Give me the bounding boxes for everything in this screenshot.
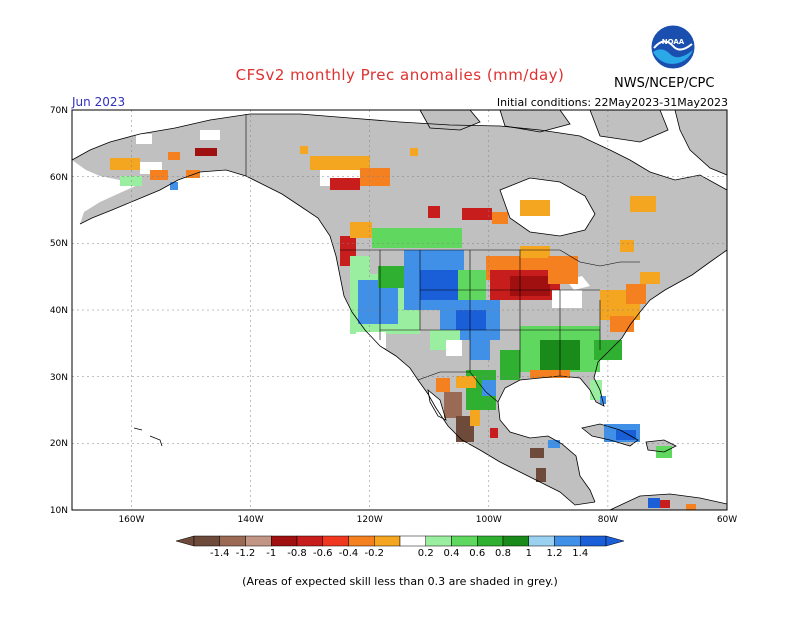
colorbar-tick-label: 1.2 (547, 548, 563, 559)
colorbar-swatch (528, 535, 555, 547)
colorbar (175, 535, 625, 547)
forecast-month: Jun 2023 (72, 95, 126, 109)
colorbar-swatch (451, 535, 478, 547)
lat-label: 30N (50, 373, 68, 383)
colorbar-tick-label: -0.2 (364, 548, 384, 559)
lon-labels: 160W 140W 120W 100W 80W 60W (118, 515, 737, 525)
colorbar-swatch (554, 535, 581, 547)
initial-conditions: Initial conditions: 22May2023-31May2023 (496, 96, 728, 109)
colorbar-tick-label: 0.2 (418, 548, 434, 559)
lon-label: 140W (238, 515, 264, 525)
lat-label: 40N (50, 306, 68, 316)
lon-label: 120W (357, 515, 383, 525)
colorbar-tick-label: -1 (266, 548, 276, 559)
map-title: CFSv2 monthly Prec anomalies (mm/day) (235, 66, 565, 84)
colorbar-swatch (399, 535, 426, 547)
colorbar-swatch (193, 535, 220, 547)
colorbar-tick-label: 0.4 (444, 548, 460, 559)
colorbar-swatch (425, 535, 452, 547)
colorbar-left-arrow (175, 535, 195, 547)
graticule (72, 110, 727, 510)
lat-label: 10N (50, 506, 68, 516)
colorbar-tick-label: -1.2 (236, 548, 256, 559)
agency-label: NWS/NCEP/CPC (614, 76, 715, 91)
lat-labels: 70N 60N 50N 40N 30N 20N 10N (50, 106, 68, 516)
colorbar-swatch (502, 535, 529, 547)
colorbar-swatch (322, 535, 349, 547)
colorbar-swatch (580, 535, 607, 547)
colorbar-tick-label: -1.4 (210, 548, 230, 559)
lat-label: 70N (50, 106, 68, 116)
colorbar-tick-label: -0.8 (287, 548, 307, 559)
coastlines (71, 109, 728, 511)
lon-label: 100W (476, 515, 502, 525)
colorbar-swatch (477, 535, 504, 547)
lat-label: 50N (50, 239, 68, 249)
colorbar-tick-label: -0.4 (339, 548, 359, 559)
lat-label: 60N (50, 173, 68, 183)
colorbar-tick-label: 1.4 (572, 548, 588, 559)
colorbar-swatch (296, 535, 323, 547)
noaa-logo-text: NOAA (662, 38, 685, 46)
colorbar-right-arrow (605, 535, 625, 547)
colorbar-tick-label: 0.6 (469, 548, 485, 559)
colorbar-swatch (245, 535, 272, 547)
noaa-logo: NOAA (650, 24, 696, 70)
lon-label: 160W (118, 515, 144, 525)
map-frame (71, 109, 728, 511)
colorbar-labels: -1.4 -1.2 -1 -0.8 -0.6 -0.4 -0.2 0.2 0.4 0.6 0.8 1 1… (210, 548, 588, 559)
lon-label: 80W (598, 515, 618, 525)
colorbar-tick-label: 1 (526, 548, 532, 559)
colorbar-tick-label: -0.6 (313, 548, 333, 559)
colorbar-swatch (219, 535, 246, 547)
anomaly-cells (110, 130, 696, 510)
colorbar-swatch (348, 535, 375, 547)
skill-footnote: (Areas of expected skill less than 0.3 a… (242, 575, 558, 588)
lon-label: 60W (717, 515, 737, 525)
colorbar-swatch (271, 535, 298, 547)
political-borders (245, 114, 640, 403)
lat-label: 20N (50, 439, 68, 449)
colorbar-tick-label: 0.8 (495, 548, 511, 559)
colorbar-swatch (374, 535, 401, 547)
